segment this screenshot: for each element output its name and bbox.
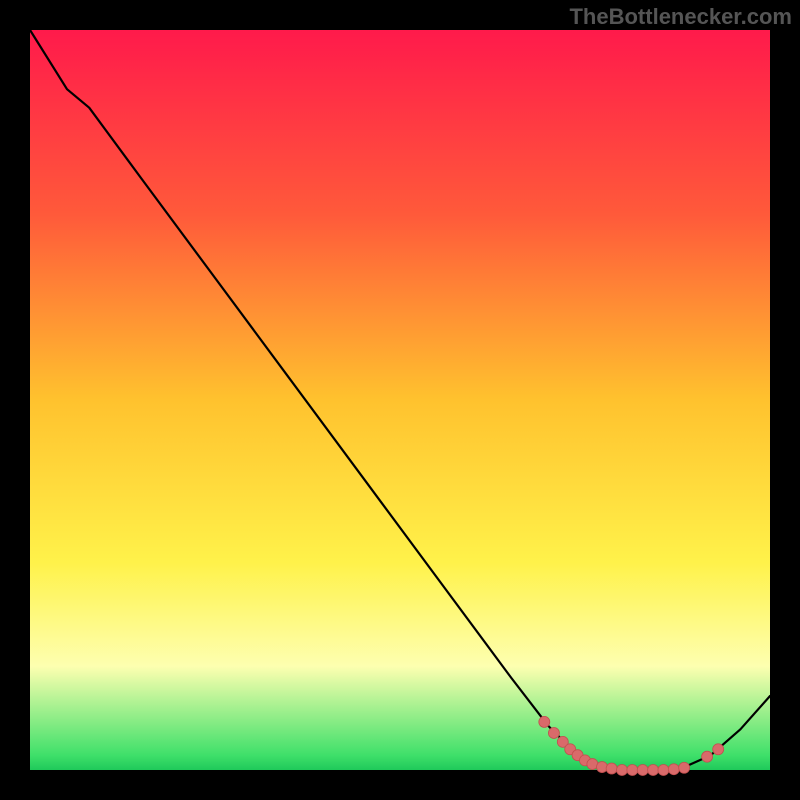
curve-marker — [627, 765, 638, 776]
curve-marker — [679, 762, 690, 773]
chart-svg — [30, 30, 770, 770]
bottleneck-curve — [30, 30, 770, 770]
curve-marker — [648, 765, 659, 776]
curve-marker — [637, 765, 648, 776]
watermark-text: TheBottlenecker.com — [569, 4, 792, 30]
curve-marker — [668, 764, 679, 775]
marker-group — [539, 716, 724, 775]
curve-marker — [658, 765, 669, 776]
curve-marker — [702, 751, 713, 762]
curve-marker — [606, 763, 617, 774]
curve-marker — [597, 762, 608, 773]
plot-area — [30, 30, 770, 770]
curve-marker — [539, 716, 550, 727]
curve-marker — [617, 765, 628, 776]
curve-marker — [713, 744, 724, 755]
curve-marker — [548, 728, 559, 739]
